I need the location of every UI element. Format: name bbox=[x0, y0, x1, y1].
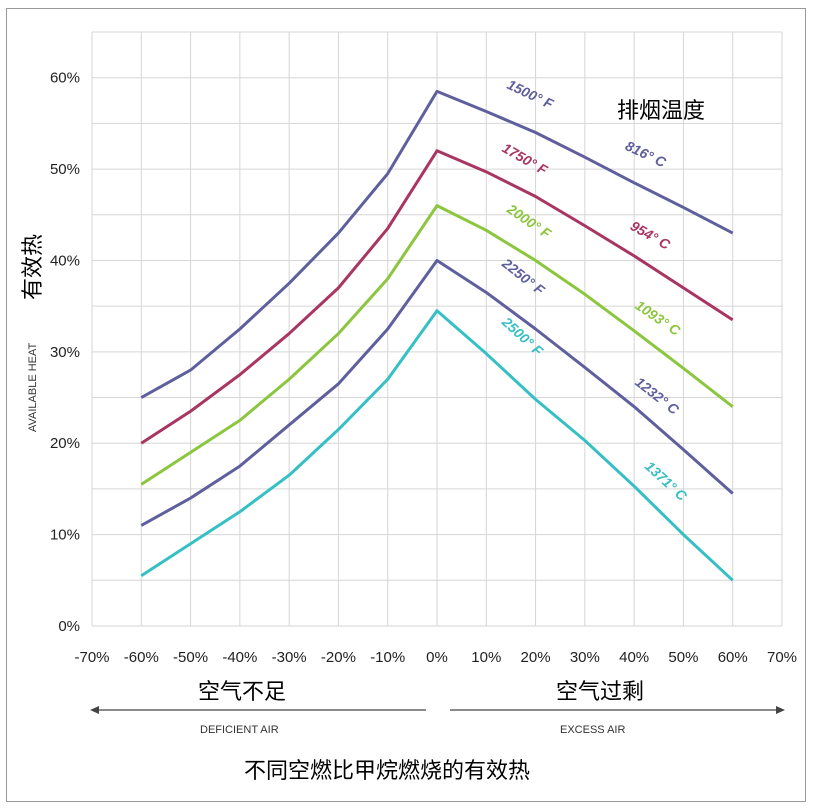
y-tick-label: 50% bbox=[50, 161, 80, 178]
y-tick-label: 20% bbox=[50, 435, 80, 452]
chart-frame bbox=[6, 8, 806, 802]
series-label-celsius: 816° C bbox=[623, 137, 669, 170]
series-label-fahrenheit: 2250° F bbox=[498, 254, 548, 298]
excess-air-cn: 空气过剩 bbox=[556, 680, 644, 705]
x-tick-label: 50% bbox=[668, 649, 698, 666]
x-tick-label: -40% bbox=[222, 649, 257, 666]
chart-title: 不同空燃比甲烷燃烧的有效热 bbox=[244, 759, 530, 784]
y-axis-label: AVAILABLE HEAT bbox=[27, 342, 39, 432]
x-tick-label: 70% bbox=[767, 649, 797, 666]
excess-air-label: EXCESS AIR bbox=[560, 724, 625, 736]
y-tick-label: 10% bbox=[50, 527, 80, 544]
series-label-fahrenheit: 1750° F bbox=[500, 140, 551, 179]
x-tick-label: 60% bbox=[718, 649, 748, 666]
y-tick-label: 30% bbox=[50, 344, 80, 361]
legend-title: 排烟温度 bbox=[617, 99, 705, 124]
series-label-fahrenheit: 1500° F bbox=[505, 76, 557, 112]
x-tick-label: 30% bbox=[570, 649, 600, 666]
series-line bbox=[140, 89, 734, 399]
excess-air-arrow bbox=[450, 706, 785, 714]
series-line bbox=[140, 258, 734, 527]
series-lines bbox=[140, 89, 734, 582]
x-tick-label: -70% bbox=[74, 649, 109, 666]
series-label-celsius: 1093° C bbox=[632, 297, 684, 339]
series-line bbox=[140, 309, 734, 582]
y-tick-label: 60% bbox=[50, 70, 80, 87]
deficient-air-label: DEFICIENT AIR bbox=[200, 724, 279, 736]
x-tick-label: -30% bbox=[272, 649, 307, 666]
x-tick-label: 20% bbox=[521, 649, 551, 666]
y-tick-label: 0% bbox=[58, 618, 80, 635]
x-tick-label: -20% bbox=[321, 649, 356, 666]
series-line bbox=[140, 204, 734, 486]
deficient-air-cn: 空气不足 bbox=[198, 680, 286, 705]
x-tick-labels: -70% -60% -50% -40% -30% -20% -10% 0% 10% 20% 30% 4… bbox=[74, 649, 797, 666]
x-tick-label: 40% bbox=[619, 649, 649, 666]
x-tick-label: -10% bbox=[370, 649, 405, 666]
x-tick-label: 10% bbox=[471, 649, 501, 666]
deficient-air-arrow bbox=[90, 706, 426, 714]
y-axis-label-cn: 有效热 bbox=[21, 234, 46, 300]
y-tick-label: 40% bbox=[50, 252, 80, 269]
series-label-fahrenheit: 2000° F bbox=[503, 200, 554, 242]
x-tick-label: 0% bbox=[426, 649, 448, 666]
series-line bbox=[140, 149, 734, 445]
y-tick-labels: 0% 10% 20% 30% 40% 50% 60% bbox=[50, 70, 80, 635]
x-tick-label: -50% bbox=[173, 649, 208, 666]
grid bbox=[91, 31, 783, 627]
x-tick-label: -60% bbox=[124, 649, 159, 666]
